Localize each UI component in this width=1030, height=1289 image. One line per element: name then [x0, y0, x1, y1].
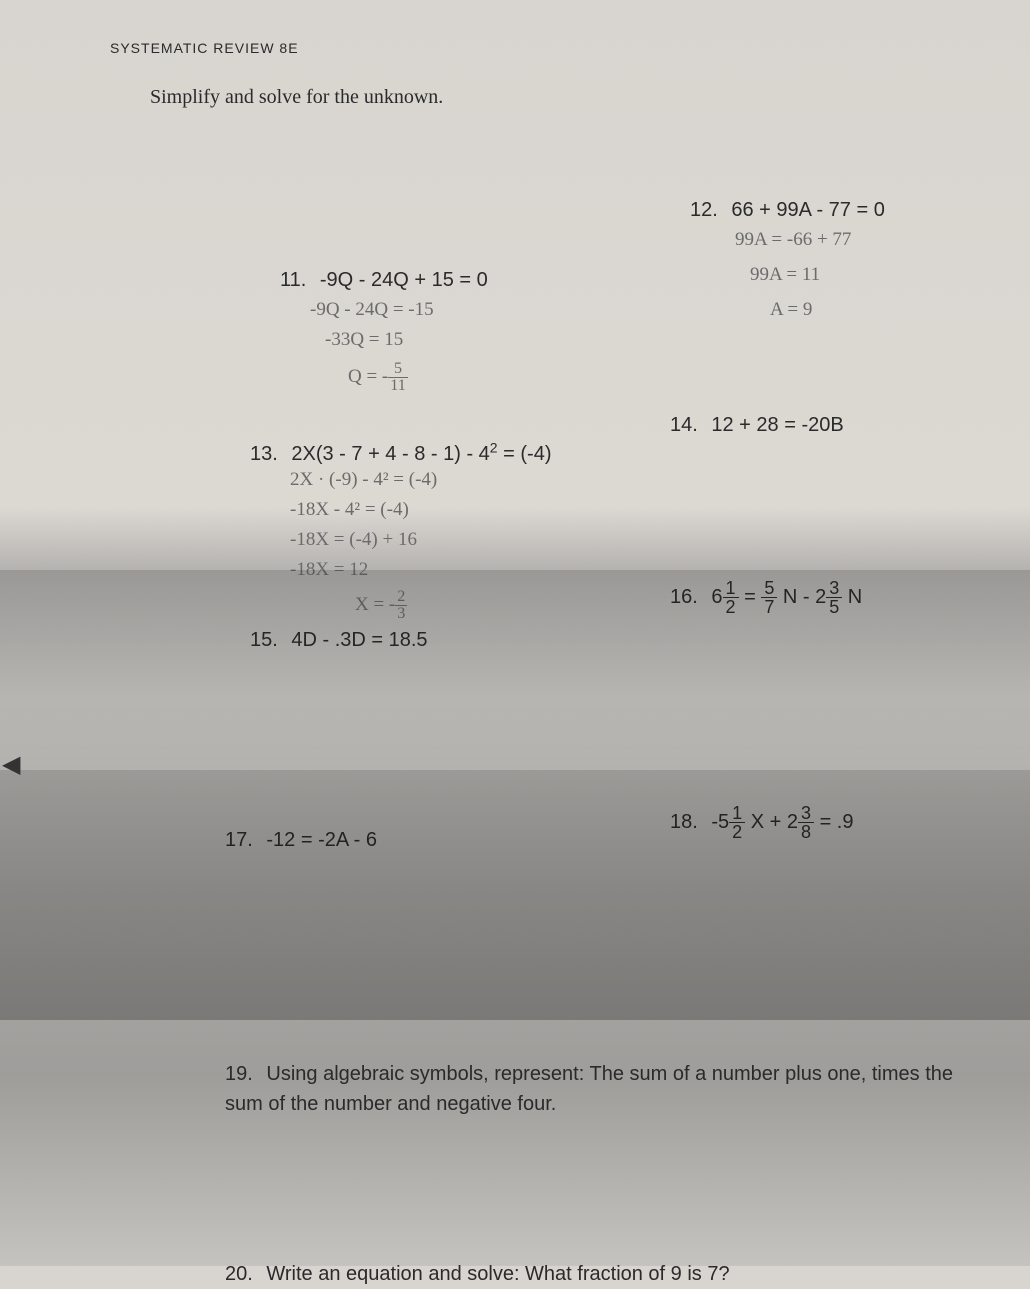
- photo-shadow: [0, 770, 1030, 1020]
- problem-12: 12. 66 + 99A - 77 = 0: [690, 199, 885, 222]
- numerator: 1: [723, 579, 739, 598]
- expr-part: N - 2: [777, 586, 826, 608]
- problem-number: 11.: [280, 269, 306, 292]
- denominator: 2: [723, 598, 739, 616]
- denominator: 8: [798, 823, 814, 841]
- fraction: 57: [761, 579, 777, 616]
- denominator: 2: [729, 823, 745, 841]
- handwritten-work-12a: 99A = -66 + 77: [735, 229, 851, 251]
- expr-part: = .9: [814, 811, 853, 833]
- fraction: 23: [395, 589, 407, 622]
- expr-part: N: [842, 586, 862, 608]
- problem-15: 15. 4D - .3D = 18.5: [250, 629, 428, 652]
- handwritten-work-13a: 2X · (-9) - 4² = (-4): [290, 469, 437, 491]
- problem-11: 11. -9Q - 24Q + 15 = 0: [280, 269, 488, 292]
- problem-text: 2X(3 - 7 + 4 - 8 - 1) - 42 = (-4): [291, 443, 551, 465]
- handwritten-work-11c: Q = -511: [348, 361, 408, 394]
- handwritten-work-13e: X = -23: [355, 589, 407, 622]
- problem-text: Using algebraic symbols, represent: The …: [225, 1063, 953, 1115]
- problem-text: 66 + 99A - 77 = 0: [731, 199, 884, 221]
- expr-part: 6: [711, 586, 722, 608]
- problem-13: 13. 2X(3 - 7 + 4 - 8 - 1) - 42 = (-4): [250, 439, 552, 466]
- problem-text: 4D - .3D = 18.5: [291, 629, 427, 651]
- handwritten-work-11a: -9Q - 24Q = -15: [310, 299, 434, 321]
- denominator: 5: [826, 598, 842, 616]
- problem-number: 20.: [225, 1259, 253, 1289]
- problem-17: 17. -12 = -2A - 6: [225, 829, 377, 852]
- problem-16: 16. 612 = 57 N - 235 N: [670, 579, 862, 616]
- problem-text: -9Q - 24Q + 15 = 0: [320, 269, 488, 291]
- numerator: 2: [395, 589, 407, 606]
- expr-part: Q = -: [348, 366, 388, 387]
- problem-number: 16.: [670, 586, 698, 609]
- problem-text: 612 = 57 N - 235 N: [711, 586, 862, 608]
- problem-number: 13.: [250, 443, 278, 466]
- denominator: 7: [761, 598, 777, 616]
- fraction: 12: [723, 579, 739, 616]
- exponent: 2: [490, 439, 498, 455]
- fraction: 38: [798, 804, 814, 841]
- handwritten-work-13b: -18X - 4² = (-4): [290, 499, 409, 521]
- handwritten-work-12b: 99A = 11: [750, 264, 820, 286]
- problem-number: 15.: [250, 629, 278, 652]
- expr-part: X + 2: [745, 811, 798, 833]
- problem-text: Write an equation and solve: What fracti…: [266, 1263, 729, 1285]
- fraction: 511: [388, 361, 408, 394]
- problem-number: 19.: [225, 1059, 253, 1089]
- problem-number: 17.: [225, 829, 253, 852]
- photo-shadow: [0, 570, 1030, 770]
- problem-text: -512 X + 238 = .9: [711, 811, 853, 833]
- numerator: 3: [798, 804, 814, 823]
- handwritten-work-12c: A = 9: [770, 299, 812, 321]
- expr-part: X = -: [355, 594, 395, 615]
- problem-14: 14. 12 + 28 = -20B: [670, 414, 844, 437]
- handwritten-work-11b: -33Q = 15: [325, 329, 403, 351]
- expr-part: = (-4): [498, 443, 552, 465]
- numerator: 5: [761, 579, 777, 598]
- problem-text: 12 + 28 = -20B: [711, 414, 843, 436]
- page-header: SYSTEMATIC REVIEW 8E: [110, 40, 970, 56]
- numerator: 1: [729, 804, 745, 823]
- denominator: 3: [395, 606, 407, 622]
- expr-part: -5: [711, 811, 729, 833]
- problem-20: 20. Write an equation and solve: What fr…: [225, 1259, 730, 1289]
- expr-part: =: [739, 586, 762, 608]
- expr-part: 2X(3 - 7 + 4 - 8 - 1) - 4: [291, 443, 489, 465]
- handwritten-work-13c: -18X = (-4) + 16: [290, 529, 417, 551]
- problem-number: 12.: [690, 199, 718, 222]
- problem-19: 19. Using algebraic symbols, represent: …: [225, 1059, 970, 1119]
- numerator: 3: [826, 579, 842, 598]
- denominator: 11: [388, 378, 408, 394]
- fraction: 35: [826, 579, 842, 616]
- handwritten-work-13d: -18X = 12: [290, 559, 368, 581]
- instruction-text: Simplify and solve for the unknown.: [150, 86, 970, 109]
- problem-text: -12 = -2A - 6: [266, 829, 377, 851]
- problem-18: 18. -512 X + 238 = .9: [670, 804, 854, 841]
- fraction: 12: [729, 804, 745, 841]
- problem-number: 14.: [670, 414, 698, 437]
- numerator: 5: [388, 361, 408, 378]
- problem-number: 18.: [670, 811, 698, 834]
- margin-arrow-icon: ◀: [2, 750, 20, 779]
